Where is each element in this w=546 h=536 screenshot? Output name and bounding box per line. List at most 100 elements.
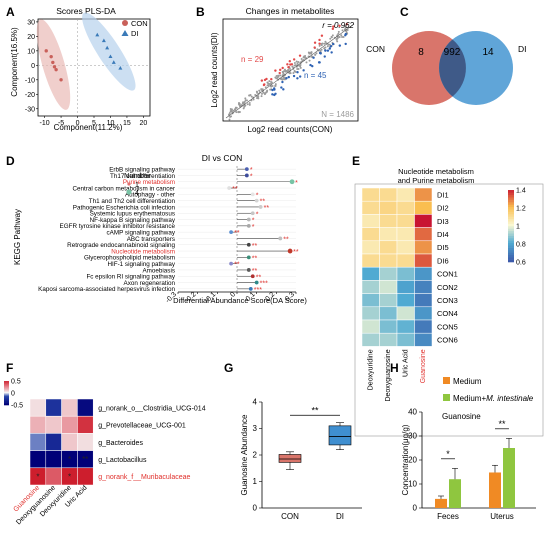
panel-a-xtick-label-2: 0 [76,120,80,127]
panel-e-colorbar-seg-9 [508,238,514,241]
panel-b-point-down-25 [272,87,276,90]
panel-f-cell-1-0 [29,415,47,434]
panel-d-stars-12: ** [252,243,258,250]
panel-e-colorbar-seg-17 [508,218,514,222]
panel-e-colorbar-seg-22 [508,206,514,210]
panel-b-point-ns-36 [260,92,263,95]
panel-b-point-ns-225 [257,95,260,98]
panel-e-colorbar-seg-7 [508,242,514,246]
panel-d-stars-14: ** [252,255,258,262]
panel-g-sig-stars: ** [311,405,319,415]
panel-f-row-label-1: g_Prevotellaceae_UCG-001 [98,423,186,430]
panel-b-point-ns-215 [274,83,277,86]
panel-b-point-ns-126 [336,40,339,43]
panel-b-fit-line [225,23,355,119]
panel-b-point-ns-251 [266,90,269,93]
panel-b-point-ns-123 [270,80,273,83]
panel-e-colorbar-seg-13 [508,228,514,232]
panel-g-ytick-label-4: 4 [253,398,258,407]
panel-a-ytick-label-1: -20 [25,92,35,99]
panel-h-sig-stars-1: ** [498,419,506,429]
panel-b-point-ns-154 [327,43,330,46]
panel-f-cell-0-0 [29,398,47,417]
legend-medium-label: Medium [453,377,482,386]
panel-d-stars-16: ** [252,268,258,275]
panel-b-point-ns-47 [238,111,241,114]
panel-e-colorbar-seg-3 [508,252,514,256]
panel-e: Nucleotide metabolism and Purine metabol… [354,167,544,437]
panel-f-star-3-2: * [68,455,71,464]
panel-b-point-up-20 [279,68,282,72]
panel-d-xtick-label-3: 0 [229,291,237,299]
panel-e-colorbar-tick-2: 1 [516,224,520,231]
panel-d-dot-2 [289,179,295,185]
panel-d-dot-0 [244,167,249,172]
panel-b-point-ns-208 [280,78,283,81]
panel-b-point-down-27 [312,56,315,59]
panel-d-pathway-label-7: Systemic lupus erythematosus [90,211,175,218]
panel-b-point-ns-245 [299,65,302,68]
panel-b-ylabel: Log2 read counts(DI) [210,32,219,107]
panel-f-colorbar-seg-8 [4,394,9,396]
panel-d-pathway-label-1: Th17 cell differentiation [110,173,175,180]
panel-d-pathway-label-11: ABC transporters [127,236,175,243]
panel-b-point-ns-133 [267,82,270,85]
panel-e-colorbar-seg-15 [508,223,514,227]
panel-b-point-ns-256 [270,85,273,88]
panel-a-ytick-label-6: 30 [27,19,35,26]
panel-b-point-ns-248 [310,52,313,55]
panel-b-point-down-29 [292,74,296,78]
panel-d-dot-13 [287,248,293,254]
panel-b-point-ns-155 [293,61,296,64]
panel-b-point-up-18 [313,46,316,49]
panel-e-row-label-10: CON5 [437,322,458,331]
panel-a: Scores PLS-DA -10 -5 0 5 10 15 20 -30 -20 -10 0 10 2… [10,6,151,132]
legend-medium-mi-label: Medium+M. intestinale [453,394,534,403]
panel-h-bar-1-0 [489,472,501,508]
panel-f-colorbar-tick-1: 0 [11,391,15,398]
panel-b-point-ns-207 [230,115,233,118]
panel-e-col-label-0: Deoxyuridine [368,349,375,390]
panel-a-point-di-0 [95,32,100,37]
panel-e-colorbar-tick-4: 0.6 [516,260,526,267]
panel-d: DI vs CON ErbB signaling pathway * Th17 ce… [13,153,307,305]
panel-letter-c: C [400,5,409,19]
panel-b-point-ns-252 [343,25,346,28]
panel-b-point-down-0 [311,64,314,68]
panel-f-cell-3-0 [29,450,47,469]
panel-b-point-up-11 [318,42,321,45]
panel-a-xtick-label-6: 20 [140,120,148,127]
panel-g-box-0 [278,454,302,463]
panel-e-colorbar-seg-18 [508,216,514,220]
panel-e-colorbar-seg-12 [508,230,514,234]
panel-e-colorbar-seg-10 [508,235,514,239]
panel-b-point-up-17 [292,58,296,61]
panel-f-cell-2-0 [29,433,47,451]
panel-b-point-ns-259 [326,45,329,48]
panel-b-point-ns-35 [318,44,321,47]
panel-b-point-down-31 [281,80,284,84]
panel-f: g_norank_o__Clostridia_UCG-014 g_Prevotel… [4,379,206,526]
panel-b-point-ns-134 [340,34,343,37]
panel-letter-g: G [224,361,233,375]
panel-b-point-up-14 [286,63,289,66]
panel-b-points [228,23,349,121]
panel-g-ytick-label-1: 1 [253,477,258,486]
panel-b-point-ns-159 [297,61,300,64]
panel-letter-e: E [352,154,360,168]
panel-b-total: N = 1486 [321,110,354,119]
panel-b-r-value: r = 0.962 [322,21,354,30]
panel-f-colorbar-seg-1 [4,402,9,405]
panel-b-point-ns-250 [275,77,278,80]
panel-f-star-3-3: ** [82,455,88,464]
panel-a-ytick-label-3: 0 [31,63,35,70]
panel-d-stars-11: ** [283,236,289,243]
panel-letter-a: A [6,5,15,19]
panel-e-colorbar-seg-0 [508,259,514,263]
panel-e-cell-1-2 [396,200,415,215]
panel-d-xtick-label-4: 0.1 [245,291,257,303]
panel-b-point-ns-227 [330,35,333,38]
panel-e-colorbar-seg-2 [508,254,514,258]
panel-d-stars-4: * [256,192,259,199]
